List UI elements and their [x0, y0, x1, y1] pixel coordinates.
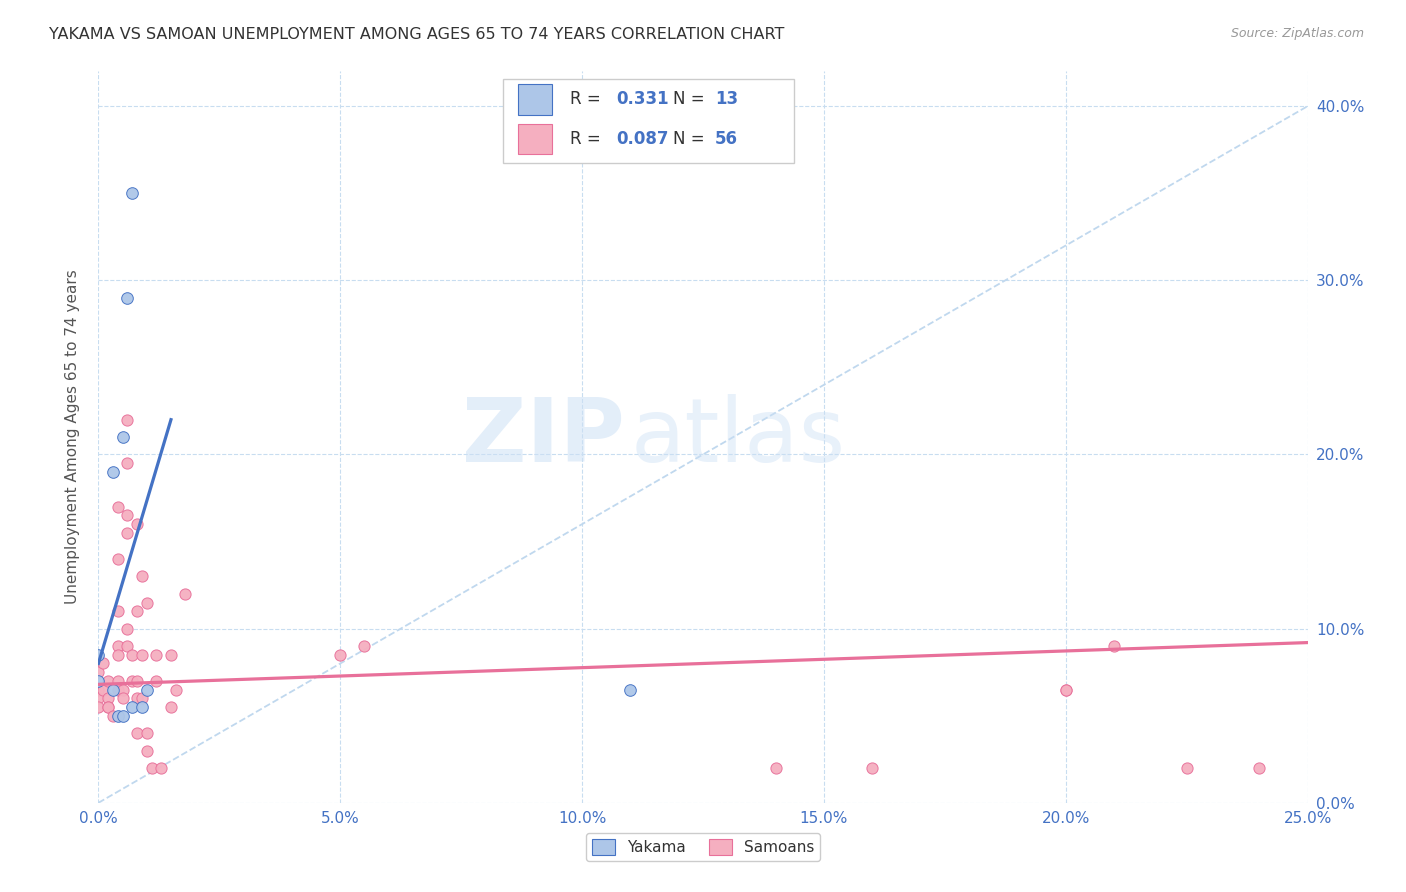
- FancyBboxPatch shape: [517, 84, 553, 115]
- Point: [1054, 682, 1077, 697]
- Point: [117, 525, 139, 540]
- Text: 0.331: 0.331: [616, 90, 669, 109]
- Point: [150, 761, 173, 775]
- Point: [135, 726, 157, 740]
- Point: [107, 500, 129, 514]
- Y-axis label: Unemployment Among Ages 65 to 74 years: Unemployment Among Ages 65 to 74 years: [65, 269, 80, 605]
- Point: [87, 682, 110, 697]
- Point: [117, 508, 139, 523]
- Point: [145, 648, 167, 662]
- Point: [117, 412, 139, 426]
- Point: [121, 186, 143, 201]
- Point: [111, 691, 134, 706]
- Point: [87, 673, 110, 688]
- Text: N =: N =: [673, 130, 710, 148]
- Point: [101, 708, 124, 723]
- Point: [111, 682, 134, 697]
- Text: ZIP: ZIP: [461, 393, 624, 481]
- Point: [165, 682, 187, 697]
- Point: [117, 291, 139, 305]
- Point: [127, 691, 149, 706]
- Point: [107, 604, 129, 618]
- Point: [135, 743, 157, 757]
- Text: 13: 13: [716, 90, 738, 109]
- Point: [107, 682, 129, 697]
- Point: [127, 726, 149, 740]
- Point: [135, 595, 157, 609]
- Point: [127, 604, 149, 618]
- FancyBboxPatch shape: [517, 124, 553, 154]
- Point: [131, 700, 153, 714]
- Point: [111, 430, 134, 444]
- Point: [141, 761, 163, 775]
- Point: [860, 761, 883, 775]
- Text: atlas: atlas: [630, 393, 845, 481]
- Point: [107, 552, 129, 566]
- Point: [131, 648, 153, 662]
- Text: N =: N =: [673, 90, 710, 109]
- Point: [131, 569, 153, 583]
- Point: [101, 682, 124, 697]
- Legend: Yakama, Samoans: Yakama, Samoans: [586, 833, 820, 861]
- Point: [111, 708, 134, 723]
- Text: R =: R =: [569, 130, 606, 148]
- Text: 0.087: 0.087: [616, 130, 668, 148]
- Point: [1175, 761, 1198, 775]
- Point: [1249, 761, 1271, 775]
- Point: [131, 691, 153, 706]
- Point: [353, 639, 375, 653]
- Point: [87, 648, 110, 662]
- Point: [117, 639, 139, 653]
- Point: [91, 682, 114, 697]
- Point: [97, 700, 120, 714]
- Point: [97, 691, 120, 706]
- Point: [145, 673, 167, 688]
- Point: [117, 456, 139, 470]
- Point: [121, 673, 143, 688]
- Text: YAKAMA VS SAMOAN UNEMPLOYMENT AMONG AGES 65 TO 74 YEARS CORRELATION CHART: YAKAMA VS SAMOAN UNEMPLOYMENT AMONG AGES…: [49, 27, 785, 42]
- Point: [174, 587, 197, 601]
- Point: [97, 673, 120, 688]
- Point: [87, 700, 110, 714]
- Point: [117, 622, 139, 636]
- Point: [97, 700, 120, 714]
- Point: [329, 648, 352, 662]
- Point: [1102, 639, 1125, 653]
- Text: Source: ZipAtlas.com: Source: ZipAtlas.com: [1230, 27, 1364, 40]
- Point: [107, 708, 129, 723]
- Text: R =: R =: [569, 90, 606, 109]
- Point: [160, 648, 183, 662]
- Point: [121, 648, 143, 662]
- Point: [127, 517, 149, 532]
- Point: [107, 639, 129, 653]
- Point: [765, 761, 787, 775]
- Point: [160, 700, 183, 714]
- Point: [127, 673, 149, 688]
- Point: [87, 691, 110, 706]
- Point: [135, 682, 157, 697]
- Text: 56: 56: [716, 130, 738, 148]
- Point: [107, 648, 129, 662]
- Point: [101, 465, 124, 479]
- Point: [1054, 682, 1077, 697]
- Point: [619, 682, 641, 697]
- Point: [87, 665, 110, 680]
- Point: [121, 700, 143, 714]
- FancyBboxPatch shape: [503, 78, 793, 163]
- Point: [91, 657, 114, 671]
- Point: [107, 673, 129, 688]
